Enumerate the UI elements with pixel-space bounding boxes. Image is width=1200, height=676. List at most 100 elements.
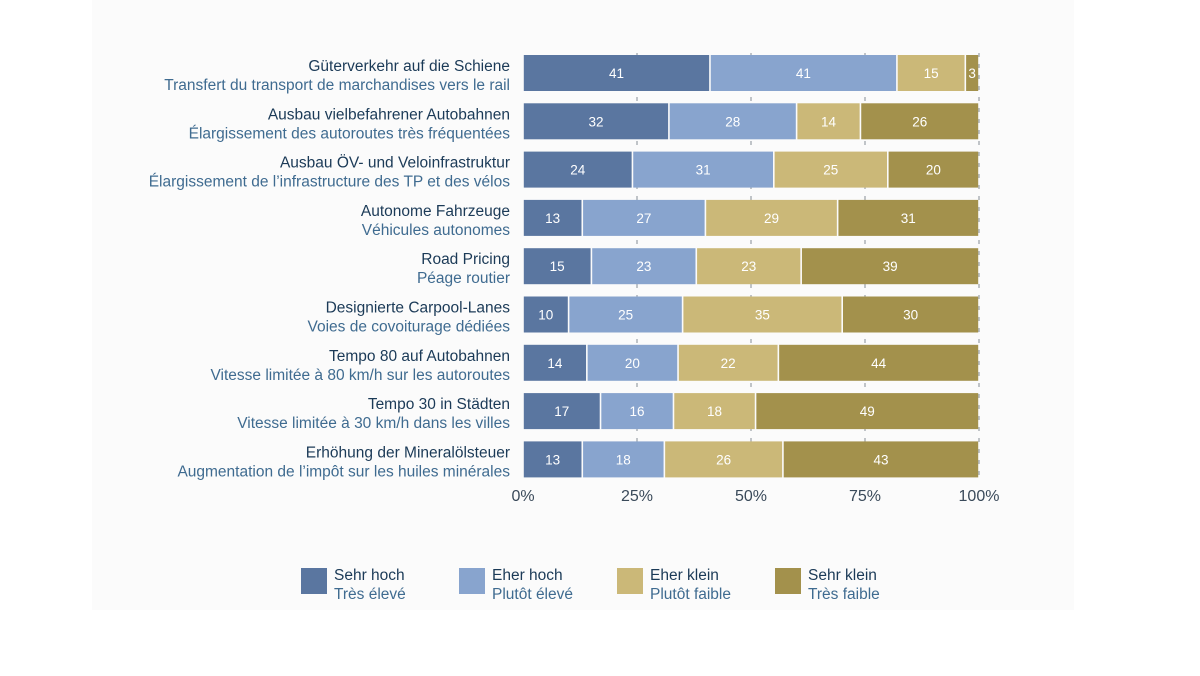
bar-segment bbox=[861, 103, 979, 140]
legend-label-de: Eher hoch bbox=[492, 567, 563, 584]
bar-segment bbox=[674, 393, 755, 430]
bar-segment bbox=[592, 248, 696, 285]
bar-value-label: 31 bbox=[901, 211, 916, 226]
category-label-de: Tempo 30 in Städten bbox=[368, 396, 510, 413]
legend-swatch bbox=[459, 568, 485, 594]
category-label-de: Designierte Carpool-Lanes bbox=[326, 300, 511, 317]
category-label-fr: Élargissement des autoroutes très fréque… bbox=[189, 125, 511, 142]
category-label-fr: Véhicules autonomes bbox=[362, 222, 510, 239]
category-label-fr: Élargissement de l’infrastructure des TP… bbox=[149, 174, 511, 191]
category-label-de: Erhöhung der Mineralölsteuer bbox=[306, 444, 510, 461]
bar-segment bbox=[523, 199, 582, 236]
bar-segment bbox=[783, 441, 979, 478]
bar-value-label: 18 bbox=[616, 452, 631, 467]
legend-swatch bbox=[775, 568, 801, 594]
bar-segment bbox=[633, 151, 773, 188]
bar-value-label: 24 bbox=[570, 163, 586, 178]
bar-segment bbox=[523, 103, 669, 140]
bar-value-label: 28 bbox=[725, 114, 740, 129]
bar-segment bbox=[665, 441, 783, 478]
bar-value-label: 3 bbox=[968, 66, 976, 81]
x-tick-label: 25% bbox=[621, 488, 653, 505]
bar-segment bbox=[966, 55, 979, 91]
category-label-de: Güterverkehr auf die Schiene bbox=[308, 58, 510, 75]
bar-segment bbox=[797, 103, 860, 140]
bar-value-label: 10 bbox=[538, 308, 553, 323]
category-label-de: Ausbau ÖV- und Veloinfrastruktur bbox=[280, 154, 510, 172]
category-label-de: Tempo 80 auf Autobahnen bbox=[329, 348, 510, 365]
category-label-fr: Augmentation de l’impôt sur les huiles m… bbox=[177, 463, 510, 480]
bar-value-label: 32 bbox=[588, 114, 603, 129]
bar-value-label: 25 bbox=[618, 308, 633, 323]
bar-value-label: 27 bbox=[636, 211, 651, 226]
bar-segment bbox=[523, 55, 710, 91]
bar-value-label: 41 bbox=[796, 66, 811, 81]
bar-value-label: 43 bbox=[873, 452, 888, 467]
legend-label-fr: Plutôt faible bbox=[650, 586, 731, 603]
legend-label-fr: Plutôt élevé bbox=[492, 586, 573, 603]
bar-value-label: 23 bbox=[741, 259, 756, 274]
bar-value-label: 15 bbox=[924, 66, 939, 81]
bar-segment bbox=[801, 248, 979, 285]
bar-segment bbox=[710, 55, 897, 91]
legend-swatch bbox=[301, 568, 327, 594]
bar-segment bbox=[697, 248, 801, 285]
x-tick-label: 50% bbox=[735, 488, 767, 505]
bar-segment bbox=[523, 248, 591, 285]
bar-value-label: 13 bbox=[545, 452, 560, 467]
bar-value-label: 14 bbox=[821, 114, 837, 129]
category-label-fr: Vitesse limitée à 30 km/h dans les ville… bbox=[237, 415, 510, 432]
x-tick-label: 0% bbox=[511, 488, 534, 505]
bar-segment bbox=[523, 151, 632, 188]
bar-value-label: 39 bbox=[883, 259, 898, 274]
bar-segment bbox=[523, 393, 600, 430]
bar-value-label: 44 bbox=[871, 356, 887, 371]
category-label-fr: Vitesse limitée à 80 km/h sur les autoro… bbox=[210, 367, 510, 384]
x-tick-label: 100% bbox=[959, 488, 1000, 505]
bar-value-label: 15 bbox=[550, 259, 565, 274]
bar-segment bbox=[774, 151, 887, 188]
category-label-de: Ausbau vielbefahrener Autobahnen bbox=[268, 106, 510, 123]
bar-segment bbox=[601, 393, 673, 430]
bar-value-label: 31 bbox=[696, 163, 711, 178]
bar-value-label: 26 bbox=[716, 452, 731, 467]
bar-segment bbox=[583, 199, 705, 236]
bar-value-label: 20 bbox=[625, 356, 640, 371]
bar-value-label: 16 bbox=[629, 404, 644, 419]
category-label-fr: Transfert du transport de marchandises v… bbox=[164, 77, 510, 94]
bar-segment bbox=[523, 296, 568, 333]
bar-segment bbox=[897, 55, 965, 91]
bar-value-label: 22 bbox=[721, 356, 736, 371]
legend-swatch bbox=[617, 568, 643, 594]
bar-segment bbox=[669, 103, 796, 140]
bar-segment bbox=[888, 151, 979, 188]
legend-label-fr: Très faible bbox=[808, 586, 880, 603]
bar-segment bbox=[678, 344, 778, 381]
bar-segment bbox=[779, 344, 979, 381]
bar-segment bbox=[587, 344, 678, 381]
bar-value-label: 35 bbox=[755, 308, 770, 323]
category-label-de: Road Pricing bbox=[421, 251, 510, 268]
bar-value-label: 18 bbox=[707, 404, 722, 419]
bar-value-label: 30 bbox=[903, 308, 918, 323]
bar-value-label: 49 bbox=[860, 404, 875, 419]
bar-segment bbox=[523, 441, 582, 478]
legend-label-fr: Très élevé bbox=[334, 586, 406, 603]
bar-segment bbox=[756, 393, 979, 430]
bar-value-label: 41 bbox=[609, 66, 624, 81]
bar-segment bbox=[583, 441, 664, 478]
x-tick-label: 75% bbox=[849, 488, 881, 505]
bar-value-label: 13 bbox=[545, 211, 560, 226]
bar-segment bbox=[838, 199, 979, 236]
bar-value-label: 29 bbox=[764, 211, 779, 226]
bar-value-label: 26 bbox=[912, 114, 927, 129]
category-label-fr: Voies de covoiturage dédiées bbox=[307, 319, 510, 336]
legend-label-de: Sehr hoch bbox=[334, 567, 405, 584]
bar-segment bbox=[569, 296, 682, 333]
bar-value-label: 20 bbox=[926, 163, 941, 178]
category-label-de: Autonome Fahrzeuge bbox=[361, 203, 510, 220]
bar-segment bbox=[706, 199, 837, 236]
bar-segment bbox=[523, 344, 587, 381]
legend-label-de: Eher klein bbox=[650, 567, 719, 584]
